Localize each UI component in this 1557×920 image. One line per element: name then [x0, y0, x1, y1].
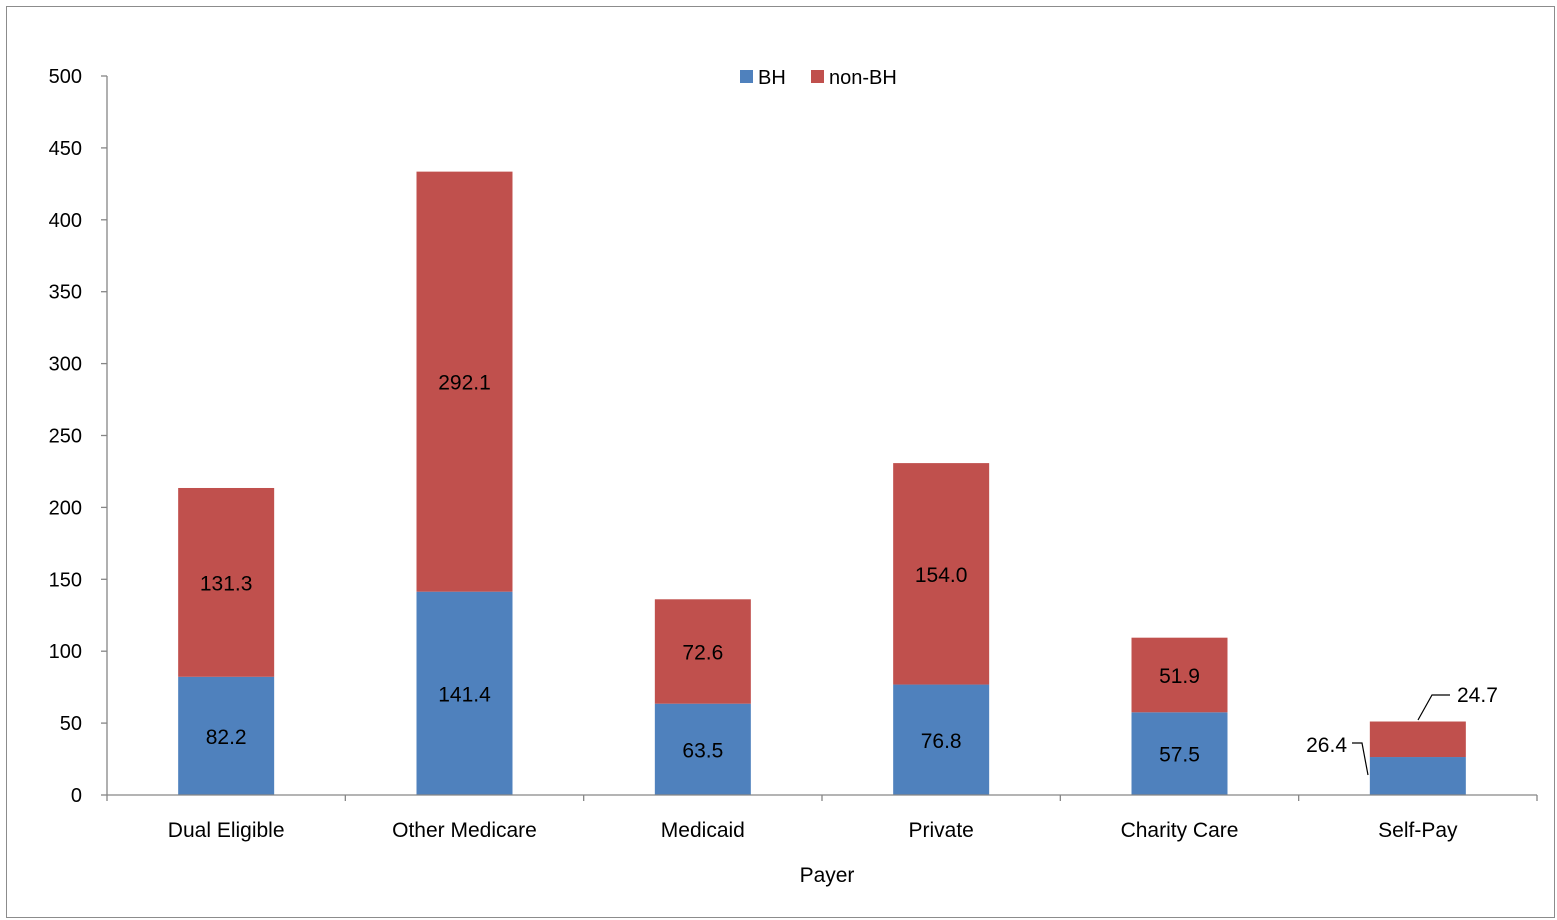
- data-label-bh-0: 82.2: [206, 726, 247, 749]
- x-axis-title: Payer: [800, 864, 855, 887]
- y-tick-label-7: 350: [49, 282, 82, 304]
- bar-non-bh-0: [178, 487, 275, 677]
- bar-bh-3: [893, 684, 990, 795]
- y-tick-label-3: 150: [49, 569, 82, 591]
- y-tick-label-5: 250: [49, 426, 82, 448]
- axes-layer: 0 50 100 150 200 250 300 350 400 450 500 Dual Eligi…: [49, 66, 1538, 842]
- y-tick-label-1: 50: [60, 713, 82, 735]
- x-category-label-5: Self-Pay: [1378, 819, 1458, 842]
- data-label-bh-2: 63.5: [682, 739, 723, 762]
- legend-label-bh: BH: [758, 67, 786, 89]
- data-label-nonbh-5: 24.7: [1457, 684, 1498, 707]
- data-label-bh-4: 57.5: [1159, 744, 1200, 767]
- bar-bh-0: [178, 676, 275, 795]
- leader-line-bh-5: [1352, 742, 1369, 776]
- data-label-non-bh-1: 292.1: [438, 372, 491, 395]
- data-label-non-bh-2: 72.6: [682, 641, 723, 664]
- y-tick-label-10: 500: [49, 66, 82, 88]
- bars-layer: [178, 171, 1466, 795]
- legend-swatch-non-bh: [811, 70, 824, 83]
- legend-swatch-bh: [740, 70, 753, 83]
- data-label-non-bh-0: 131.3: [200, 572, 253, 595]
- bar-non-bh-5: [1369, 721, 1466, 758]
- data-label-bh-3: 76.8: [921, 730, 962, 753]
- data-label-bh-1: 141.4: [438, 683, 491, 706]
- x-category-label-2: Medicaid: [661, 819, 745, 842]
- bar-non-bh-2: [654, 599, 751, 704]
- bar-bh-1: [416, 591, 513, 795]
- x-category-label-4: Charity Care: [1121, 819, 1239, 842]
- y-tick-label-6: 300: [49, 354, 82, 376]
- bar-non-bh-1: [416, 171, 513, 592]
- legend-label-non-bh: non-BH: [829, 67, 897, 89]
- data-label-bh-5: 26.4: [1306, 734, 1347, 757]
- x-category-label-1: Other Medicare: [392, 819, 537, 842]
- legend: BH non-BH: [740, 67, 897, 89]
- data-label-non-bh-3: 154.0: [915, 564, 968, 587]
- y-tick-label-2: 100: [49, 641, 82, 663]
- y-tick-label-8: 400: [49, 210, 82, 232]
- y-tick-label-0: 0: [71, 785, 82, 807]
- data-label-non-bh-4: 51.9: [1159, 665, 1200, 688]
- bar-bh-4: [1131, 712, 1228, 795]
- y-tick-label-9: 450: [49, 138, 82, 160]
- bar-bh-5: [1369, 757, 1466, 795]
- leader-line-nonbh-5: [1417, 694, 1450, 721]
- bar-non-bh-3: [893, 463, 990, 685]
- bar-non-bh-4: [1131, 637, 1228, 713]
- y-tick-label-4: 200: [49, 497, 82, 519]
- x-category-label-0: Dual Eligible: [168, 819, 285, 842]
- x-category-label-3: Private: [908, 819, 973, 842]
- data-labels-layer: 82.2 131.3 141.4 292.1 63.5 72.6 76.8 154.0 57.5…: [200, 372, 1498, 776]
- bar-bh-2: [654, 703, 751, 795]
